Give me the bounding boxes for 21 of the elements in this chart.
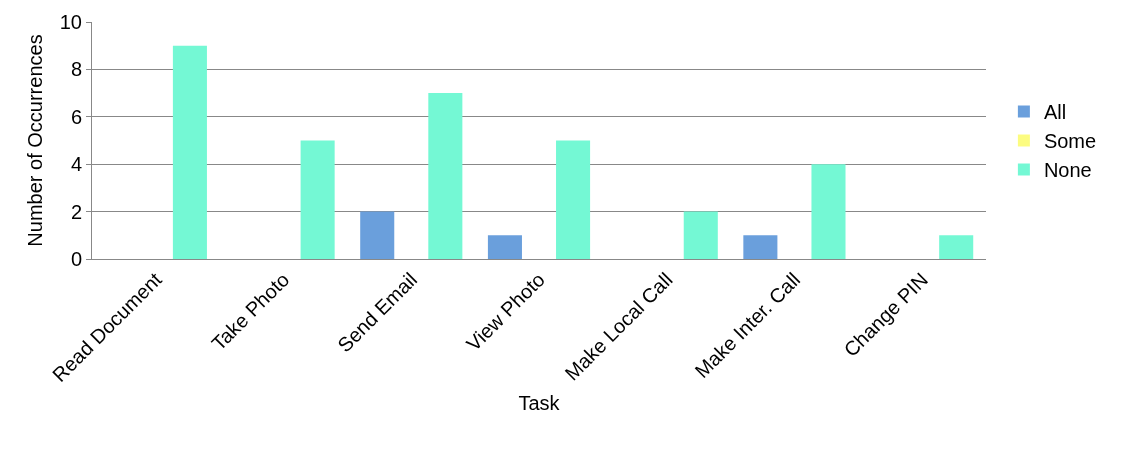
y-tick-label: 8	[70, 58, 82, 81]
bar	[172, 45, 207, 259]
y-axis-title: Number of Occurrences	[24, 34, 46, 247]
y-tick-label: 6	[70, 105, 82, 128]
y-tick-label: 2	[70, 200, 82, 223]
bar	[811, 164, 846, 259]
y-tick-label: 0	[70, 248, 82, 270]
x-axis-title: Task	[518, 391, 561, 414]
bar	[487, 235, 522, 259]
legend-label: None	[1043, 159, 1092, 182]
bar	[300, 140, 335, 259]
bar	[360, 211, 395, 259]
y-tick-label: 4	[70, 153, 82, 176]
bar	[743, 235, 778, 259]
bar	[556, 140, 591, 259]
bar	[428, 93, 463, 259]
bar	[683, 211, 718, 259]
y-tick-label: 10	[59, 11, 82, 33]
legend-label: All	[1043, 101, 1067, 124]
bar	[939, 235, 974, 259]
legend-label: Some	[1043, 130, 1097, 153]
